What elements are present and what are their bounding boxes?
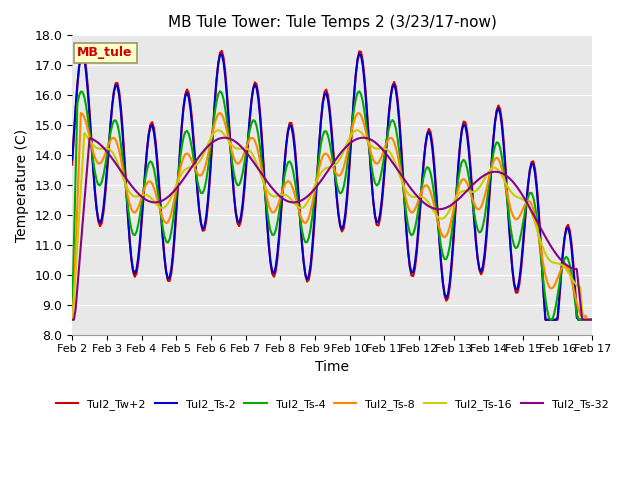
Tul2_Ts-32 bbox=[378, 146, 386, 152]
Tul2_Ts-16 bbox=[378, 145, 386, 151]
Tul2_Ts-4 bbox=[378, 168, 386, 173]
Tul2_Ts-2 bbox=[79, 51, 86, 57]
Tul2_Ts-2 bbox=[589, 317, 596, 323]
Tul2_Ts-4 bbox=[380, 157, 387, 163]
Tul2_Ts-16 bbox=[68, 317, 76, 323]
Tul2_Ts-16 bbox=[388, 154, 396, 159]
Tul2_Ts-4 bbox=[547, 317, 554, 323]
Tul2_Ts-16 bbox=[70, 299, 77, 304]
Tul2_Ts-4 bbox=[388, 117, 396, 123]
Tul2_Ts-32 bbox=[541, 234, 549, 240]
Tul2_Ts-2 bbox=[509, 266, 516, 272]
X-axis label: Time: Time bbox=[316, 360, 349, 374]
Tul2_Ts-8 bbox=[509, 212, 516, 217]
Tul2_Ts-16 bbox=[541, 251, 549, 257]
Tul2_Tw+2 bbox=[589, 317, 596, 323]
Line: Tul2_Ts-16: Tul2_Ts-16 bbox=[72, 130, 593, 320]
Line: Tul2_Ts-32: Tul2_Ts-32 bbox=[72, 138, 593, 320]
Tul2_Ts-8 bbox=[378, 153, 386, 159]
Tul2_Tw+2 bbox=[378, 201, 386, 207]
Tul2_Ts-2 bbox=[543, 317, 551, 323]
Tul2_Ts-32 bbox=[509, 179, 516, 184]
Tul2_Tw+2 bbox=[541, 317, 549, 323]
Tul2_Ts-16 bbox=[214, 127, 222, 133]
Line: Tul2_Ts-4: Tul2_Ts-4 bbox=[72, 91, 593, 320]
Tul2_Tw+2 bbox=[543, 317, 551, 323]
Tul2_Tw+2 bbox=[70, 134, 77, 140]
Tul2_Ts-2 bbox=[68, 157, 76, 163]
Tul2_Ts-32 bbox=[380, 148, 387, 154]
Tul2_Ts-16 bbox=[589, 317, 596, 323]
Tul2_Ts-4 bbox=[70, 242, 77, 248]
Tul2_Ts-4 bbox=[68, 312, 76, 317]
Tul2_Ts-32 bbox=[388, 159, 396, 165]
Line: Tul2_Tw+2: Tul2_Tw+2 bbox=[72, 50, 593, 320]
Line: Tul2_Ts-8: Tul2_Ts-8 bbox=[72, 113, 593, 320]
Tul2_Ts-8 bbox=[380, 148, 387, 154]
Y-axis label: Temperature (C): Temperature (C) bbox=[15, 129, 29, 241]
Legend: Tul2_Tw+2, Tul2_Ts-2, Tul2_Ts-4, Tul2_Ts-8, Tul2_Ts-16, Tul2_Ts-32: Tul2_Tw+2, Tul2_Ts-2, Tul2_Ts-4, Tul2_Ts… bbox=[52, 394, 613, 414]
Tul2_Ts-32 bbox=[359, 135, 367, 141]
Tul2_Ts-4 bbox=[589, 317, 596, 323]
Tul2_Ts-16 bbox=[380, 145, 387, 151]
Tul2_Ts-32 bbox=[70, 317, 77, 323]
Tul2_Ts-8 bbox=[589, 317, 596, 323]
Tul2_Ts-4 bbox=[216, 88, 224, 94]
Tul2_Tw+2 bbox=[79, 48, 86, 53]
Tul2_Ts-16 bbox=[509, 191, 516, 196]
Tul2_Ts-32 bbox=[68, 317, 76, 323]
Tul2_Ts-8 bbox=[77, 110, 84, 116]
Tul2_Tw+2 bbox=[388, 83, 396, 89]
Tul2_Ts-8 bbox=[70, 293, 77, 299]
Tul2_Ts-2 bbox=[380, 177, 387, 182]
Tul2_Ts-32 bbox=[589, 317, 596, 323]
Tul2_Tw+2 bbox=[68, 162, 76, 168]
Text: MB_tule: MB_tule bbox=[77, 46, 133, 60]
Line: Tul2_Ts-2: Tul2_Ts-2 bbox=[72, 54, 593, 320]
Tul2_Tw+2 bbox=[509, 266, 516, 272]
Tul2_Ts-2 bbox=[378, 196, 386, 202]
Tul2_Tw+2 bbox=[380, 181, 387, 187]
Tul2_Ts-4 bbox=[541, 296, 549, 302]
Title: MB Tule Tower: Tule Temps 2 (3/23/17-now): MB Tule Tower: Tule Temps 2 (3/23/17-now… bbox=[168, 15, 497, 30]
Tul2_Ts-8 bbox=[388, 136, 396, 142]
Tul2_Ts-4 bbox=[509, 236, 516, 242]
Tul2_Ts-2 bbox=[388, 84, 396, 90]
Tul2_Ts-2 bbox=[541, 317, 549, 323]
Tul2_Ts-8 bbox=[68, 317, 76, 323]
Tul2_Ts-2 bbox=[70, 130, 77, 136]
Tul2_Ts-8 bbox=[541, 273, 549, 278]
